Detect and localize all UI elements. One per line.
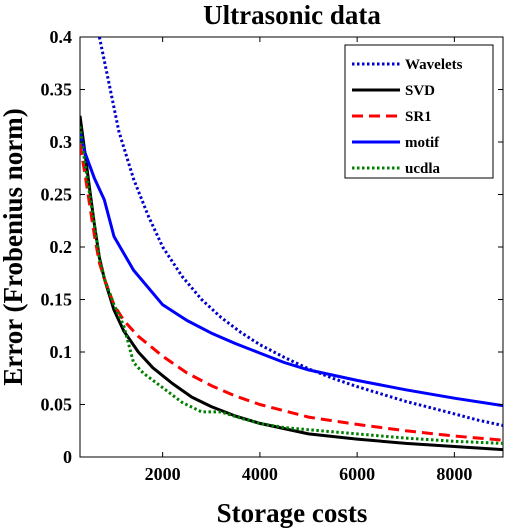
y-tick-label: 0.4 <box>50 27 73 47</box>
tick-labels-layer: 2000 4000 6000 8000 0 0.05 0.1 0.15 0.2 0.25 0.3 0.… <box>41 27 473 484</box>
x-tick-label: 4000 <box>242 464 278 484</box>
legend-label-sr1: SR1 <box>405 109 432 125</box>
legend-label-wavelets: Wavelets <box>405 57 463 73</box>
y-tick-label: 0.25 <box>41 185 73 205</box>
y-tick-label: 0 <box>63 447 72 467</box>
legend-box <box>344 44 494 179</box>
series-line-motif <box>80 131 503 408</box>
series-layer <box>80 37 503 452</box>
y-tick-label: 0.2 <box>50 237 73 257</box>
x-tick-label: 8000 <box>436 464 472 484</box>
legend-label-svd: SVD <box>405 83 435 99</box>
legend-label-ucdla: ucdla <box>405 161 441 177</box>
y-tick-label: 0.1 <box>50 342 73 362</box>
x-tick-label: 6000 <box>339 464 375 484</box>
legend-items: Wavelets SVD SR1 motif ucdla <box>352 57 463 177</box>
x-axis-label: Storage costs <box>217 498 368 528</box>
series-line-ucdla <box>80 126 503 445</box>
chart-title: Ultrasonic data <box>203 0 381 30</box>
ticks-layer <box>80 36 503 458</box>
legend-label-motif: motif <box>405 135 440 151</box>
x-tick-label: 2000 <box>145 464 181 484</box>
y-tick-label: 0.05 <box>41 395 73 415</box>
y-tick-label: 0.15 <box>41 290 73 310</box>
legend: Wavelets SVD SR1 motif ucdla <box>344 44 494 179</box>
y-tick-label: 0.3 <box>50 132 73 152</box>
y-axis-label: Error (Frobenius norm) <box>0 108 28 386</box>
y-tick-label: 0.35 <box>41 80 73 100</box>
